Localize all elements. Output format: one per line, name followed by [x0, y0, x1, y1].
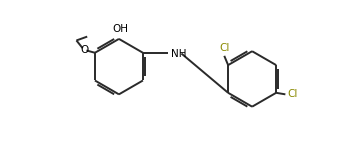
Text: Cl: Cl — [219, 43, 229, 53]
Text: OH: OH — [112, 24, 129, 34]
Text: O: O — [81, 45, 89, 55]
Text: Cl: Cl — [288, 89, 298, 99]
Text: NH: NH — [171, 48, 186, 59]
